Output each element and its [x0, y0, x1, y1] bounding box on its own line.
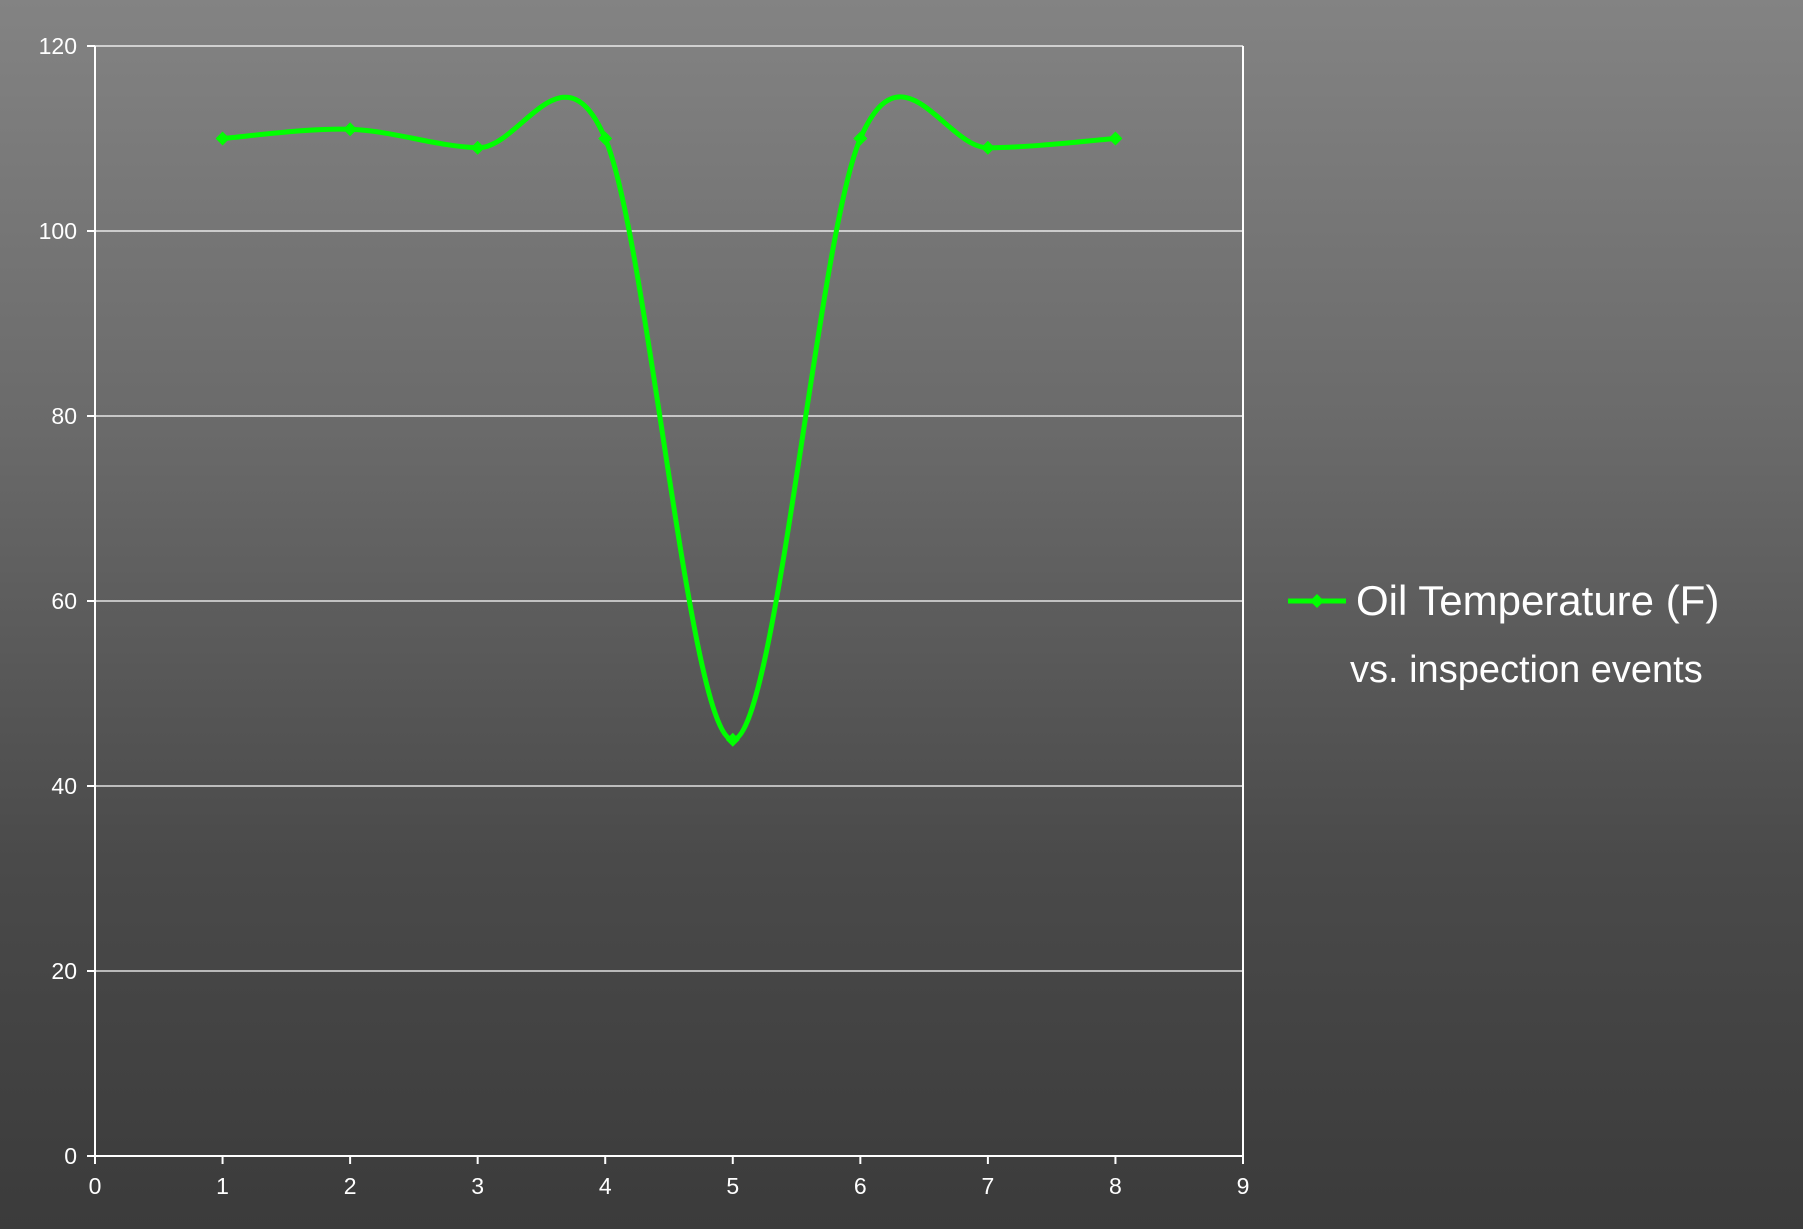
tick-labels: 0 20 40 60 80 100 120 0 1 2 3 4 5 6 7 8 9 — [39, 33, 1250, 1199]
y-tick-label-120: 120 — [39, 33, 77, 59]
x-tick-label-7: 7 — [981, 1173, 994, 1199]
legend-label: Oil Temperature (F) — [1356, 577, 1720, 624]
y-tick-label-40: 40 — [51, 773, 77, 799]
legend-entry: Oil Temperature (F) — [1288, 573, 1788, 629]
y-tick-label-100: 100 — [39, 218, 77, 244]
y-tick-label-60: 60 — [51, 588, 77, 614]
x-tick-label-1: 1 — [216, 1173, 229, 1199]
legend-swatch — [1288, 594, 1346, 608]
y-tick-label-20: 20 — [51, 958, 77, 984]
series-line-0 — [222, 94, 1116, 743]
axes — [87, 45, 1244, 1164]
legend: Oil Temperature (F) vs. inspection event… — [1288, 573, 1788, 692]
data-point-5 — [725, 732, 740, 747]
gridlines — [95, 45, 1243, 972]
data-point-1 — [215, 131, 230, 146]
y-tick-label-0: 0 — [64, 1143, 77, 1169]
legend-subtitle: vs. inspection events — [1350, 649, 1703, 691]
data-point-3 — [470, 140, 485, 155]
series-layer — [215, 94, 1123, 747]
y-tick-label-80: 80 — [51, 403, 77, 429]
data-point-8 — [1108, 131, 1123, 146]
x-tick-label-2: 2 — [344, 1173, 357, 1199]
data-point-6 — [853, 131, 868, 146]
x-tick-label-3: 3 — [471, 1173, 484, 1199]
data-point-7 — [980, 140, 995, 155]
x-tick-label-8: 8 — [1109, 1173, 1122, 1199]
x-tick-label-5: 5 — [726, 1173, 739, 1199]
data-point-4 — [598, 131, 613, 146]
x-tick-label-6: 6 — [854, 1173, 867, 1199]
x-tick-label-4: 4 — [599, 1173, 612, 1199]
x-tick-label-0: 0 — [89, 1173, 102, 1199]
x-tick-label-9: 9 — [1237, 1173, 1250, 1199]
data-point-2 — [343, 122, 358, 137]
